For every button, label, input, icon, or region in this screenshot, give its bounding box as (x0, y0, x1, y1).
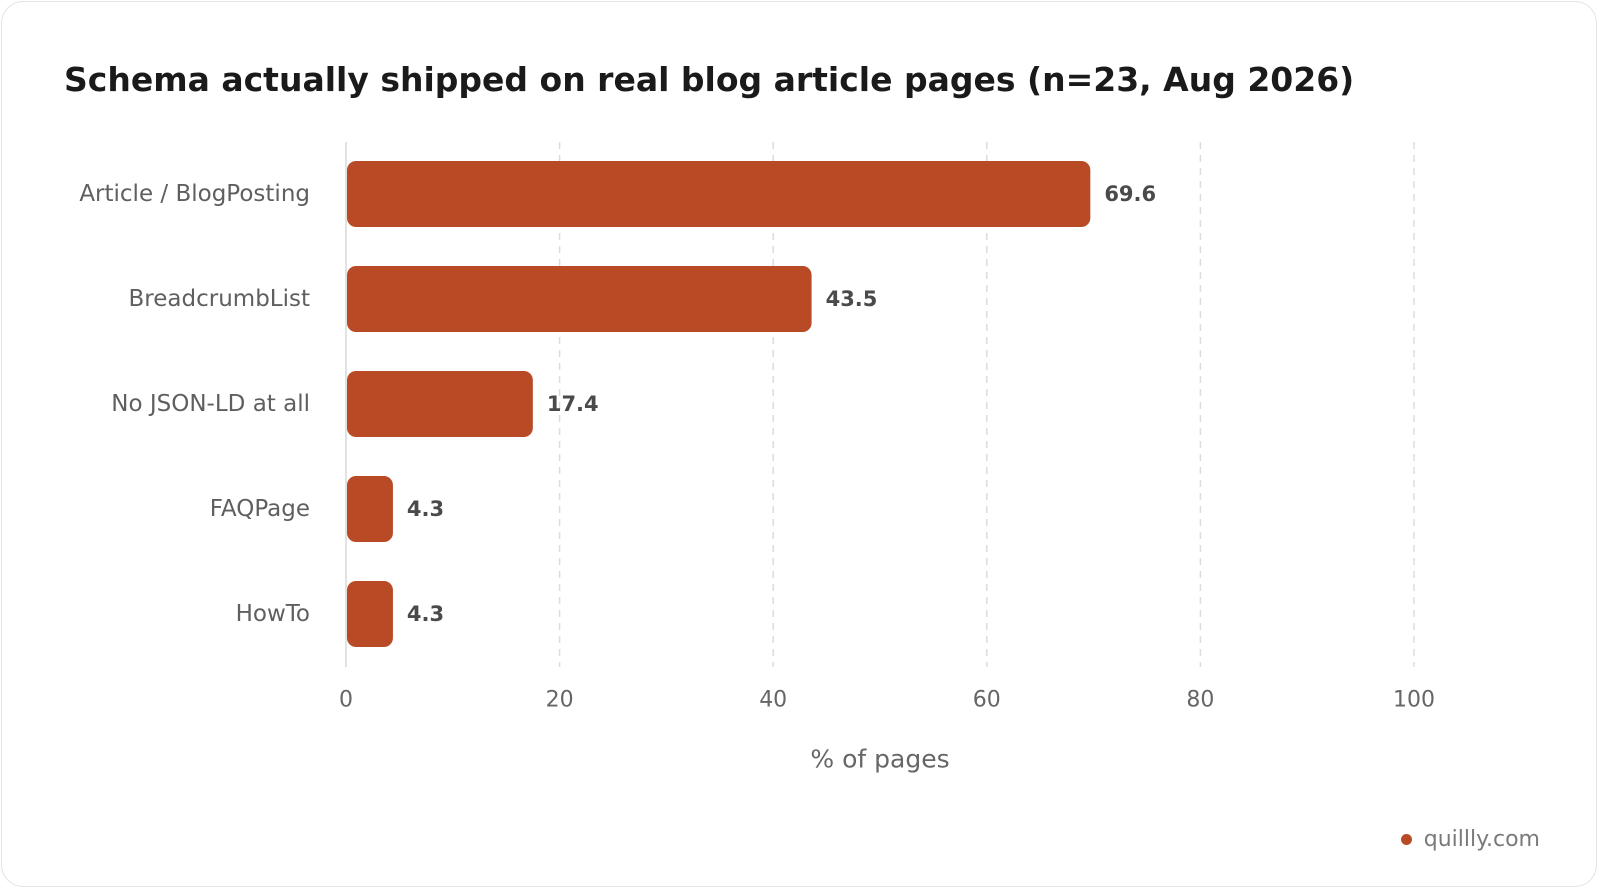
x-tick-label-80: 80 (1186, 688, 1214, 713)
value-label-2: 43.5 (826, 287, 878, 311)
category-label-3: No JSON-LD at all (111, 391, 310, 417)
value-label-1: 69.6 (1104, 182, 1156, 206)
bar-3 (347, 371, 533, 437)
x-tick-label-20: 20 (546, 688, 574, 713)
brand-dot-icon (1400, 834, 1412, 845)
footer-brand: quillly.com (1400, 827, 1540, 852)
value-label-5: 4.3 (407, 602, 444, 626)
bar-1 (347, 161, 1091, 227)
category-label-1: Article / BlogPosting (79, 181, 310, 207)
category-label-5: HowTo (236, 601, 310, 627)
x-tick-label-60: 60 (973, 688, 1001, 713)
value-label-4: 4.3 (407, 497, 444, 521)
x-tick-label-40: 40 (759, 688, 787, 713)
bar-5 (347, 581, 393, 647)
category-label-2: BreadcrumbList (129, 286, 310, 312)
category-label-4: FAQPage (210, 496, 310, 522)
chart-title: Schema actually shipped on real blog art… (64, 60, 1355, 99)
value-label-3: 17.4 (547, 392, 599, 416)
x-tick-label-0: 0 (339, 688, 353, 713)
x-tick-label-100: 100 (1393, 688, 1435, 713)
bar-4 (347, 476, 393, 542)
x-axis-title: % of pages (810, 745, 949, 774)
brand-label: quillly.com (1423, 827, 1540, 852)
bar-2 (347, 266, 812, 332)
